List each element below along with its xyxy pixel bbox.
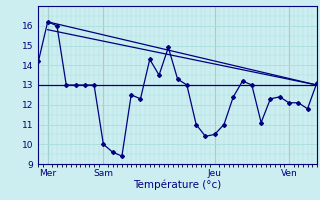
X-axis label: Température (°c): Température (°c) xyxy=(133,179,222,190)
